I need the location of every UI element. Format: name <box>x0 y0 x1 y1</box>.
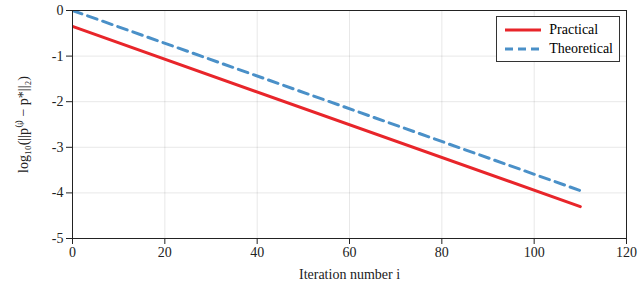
html-text:Practical: Practical <box>549 21 599 37</box>
svg-text:-5: -5 <box>52 231 64 246</box>
svg-text:20: 20 <box>158 245 172 260</box>
svg-text:-1: -1 <box>52 49 64 64</box>
html-text:Theoretical: Theoretical <box>549 40 613 56</box>
svg-text:log₁₀(||p⁽ⁱ⁾ − p*||₂): log₁₀(||p⁽ⁱ⁾ − p*||₂) <box>15 76 32 173</box>
svg-text:-2: -2 <box>52 94 64 109</box>
svg-text:0: 0 <box>69 245 76 260</box>
svg-text:120: 120 <box>616 245 637 260</box>
svg-text:-3: -3 <box>52 140 64 155</box>
svg-text:100: 100 <box>524 245 545 260</box>
svg-text:60: 60 <box>343 245 357 260</box>
svg-text:0: 0 <box>57 3 64 18</box>
svg-text:80: 80 <box>435 245 449 260</box>
svg-text:40: 40 <box>250 245 264 260</box>
svg-text:-4: -4 <box>52 185 64 200</box>
svg-text:Iteration number i: Iteration number i <box>299 267 400 282</box>
